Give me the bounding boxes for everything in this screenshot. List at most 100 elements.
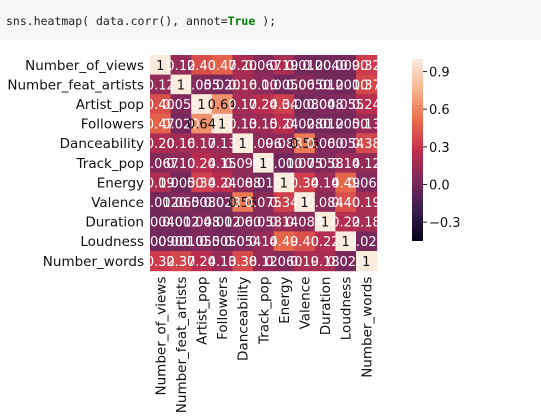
heatmap-cell bbox=[232, 211, 254, 232]
heatmap-cell bbox=[191, 192, 213, 213]
colorbar: 0.9 0.6 0.3 0.0 −0.3 bbox=[412, 59, 461, 241]
cell-annotation: 0.19 bbox=[352, 196, 381, 211]
cell-annotation: 0.40 bbox=[331, 196, 360, 211]
cell-annotation: 1 bbox=[300, 196, 308, 211]
heatmap-cell bbox=[294, 133, 316, 154]
cell-annotation: 0.0080 bbox=[179, 196, 225, 211]
heatmap-cell bbox=[232, 192, 254, 213]
cell-annotation: 0.20 bbox=[228, 59, 257, 74]
cell-annotation: 0.13 bbox=[208, 255, 237, 270]
cell-annotation: 0.012 bbox=[162, 216, 199, 231]
heatmap-cell bbox=[294, 211, 316, 232]
row-label: Number_words bbox=[43, 254, 144, 270]
code-suffix: ); bbox=[255, 14, 277, 28]
cell-annotation: 0.22 bbox=[311, 235, 340, 250]
heatmap-cell bbox=[232, 231, 254, 252]
cell-annotation: 0.0040 bbox=[138, 216, 184, 231]
cell-annotation: 0.49 bbox=[331, 176, 360, 191]
cell-annotation: 0.18 bbox=[352, 216, 381, 231]
cell-annotation: 0.15 bbox=[208, 157, 237, 172]
cell-annotation: 0.24 bbox=[208, 176, 237, 191]
cell-annotation: 0.47 bbox=[208, 59, 237, 74]
heatmap-cell bbox=[314, 251, 336, 272]
heatmap-cell bbox=[294, 74, 316, 95]
cell-annotation: 0.0080 bbox=[282, 98, 328, 113]
cell-annotation: 0.048 bbox=[306, 98, 343, 113]
heatmap-cell bbox=[253, 192, 275, 213]
code-line: sns.heatmap( data.corr(), annot=True ); bbox=[6, 14, 276, 28]
cell-annotation: 0.060 bbox=[348, 176, 385, 191]
cell-annotation: 1 bbox=[156, 59, 164, 74]
heatmap-cell bbox=[335, 192, 357, 213]
heatmap-cell bbox=[273, 133, 295, 154]
cell-annotation: 0.055 bbox=[327, 98, 364, 113]
heatmap-cell bbox=[150, 133, 172, 154]
cell-annotation: 0.0010 bbox=[158, 235, 204, 250]
cell-annotation: 0.38 bbox=[228, 255, 257, 270]
cell-annotation: 0.20 bbox=[146, 137, 175, 152]
heatmap-cell bbox=[356, 251, 378, 272]
code-cell[interactable]: sns.heatmap( data.corr(), annot=True ); bbox=[0, 0, 541, 41]
cell-annotation: 0.028 bbox=[203, 196, 240, 211]
cell-annotation: 1 bbox=[342, 235, 350, 250]
heatmap-cell bbox=[211, 211, 233, 232]
column-label: Number_feat_artists bbox=[174, 277, 190, 414]
cell-annotation: 0.084 bbox=[306, 196, 343, 211]
column-labels: Number_of_views Number_feat_artists Artist… bbox=[153, 277, 375, 414]
row-label: Loudness bbox=[80, 234, 144, 250]
row-label: Followers bbox=[81, 117, 144, 133]
heatmap-cell bbox=[253, 133, 275, 154]
row-label: Track_pop bbox=[76, 156, 144, 172]
heatmap-cell bbox=[273, 94, 295, 115]
heatmap-cell bbox=[211, 55, 233, 76]
cell-annotation: 0.0010 bbox=[323, 78, 369, 93]
cell-annotation: 0.060 bbox=[265, 255, 302, 270]
heatmap-cell bbox=[253, 211, 275, 232]
cell-annotation: 0.64 bbox=[187, 118, 216, 133]
cell-annotation: 0.22 bbox=[331, 216, 360, 231]
heatmap-cell bbox=[232, 94, 254, 115]
heatmap-cell bbox=[356, 113, 378, 134]
heatmap-cell bbox=[356, 192, 378, 213]
heatmap-cell bbox=[232, 133, 254, 154]
heatmap-cell bbox=[314, 133, 336, 154]
heatmap-cell bbox=[191, 172, 213, 193]
heatmap-cell bbox=[294, 153, 316, 174]
cell-annotation: 0.13 bbox=[208, 137, 237, 152]
cell-annotation: 0.075 bbox=[245, 196, 282, 211]
column-label: Number_of_views bbox=[153, 277, 169, 396]
cell-annotation: 1 bbox=[177, 78, 185, 93]
heatmap-cell bbox=[191, 133, 213, 154]
row-label: Danceability bbox=[60, 136, 144, 152]
heatmap-cell bbox=[253, 55, 275, 76]
heatmap-cell bbox=[335, 55, 357, 76]
heatmap-cell bbox=[356, 211, 378, 232]
cell-annotation: 0.020 bbox=[162, 118, 199, 133]
cell-annotation: 0.47 bbox=[146, 118, 175, 133]
heatmap-cell bbox=[170, 94, 192, 115]
cell-annotation: 0.010 bbox=[245, 176, 282, 191]
heatmap-cell bbox=[150, 211, 172, 232]
cell-annotation: 0.19 bbox=[146, 176, 175, 191]
heatmap-cell bbox=[273, 153, 295, 174]
cell-annotation: 0.64 bbox=[208, 98, 237, 113]
heatmap-cell bbox=[253, 74, 275, 95]
cell-annotation: 0.56 bbox=[290, 137, 319, 152]
heatmap-cell bbox=[191, 74, 213, 95]
colorbar-tick-label: 0.6 bbox=[429, 103, 450, 118]
heatmap-cell bbox=[232, 113, 254, 134]
code-prefix: sns.heatmap( data.corr(), annot= bbox=[6, 14, 228, 28]
cell-annotation: 0.012 bbox=[203, 216, 240, 231]
heatmap-cell bbox=[253, 231, 275, 252]
heatmap-cell bbox=[150, 94, 172, 115]
cell-annotation: 0.10 bbox=[166, 157, 195, 172]
heatmap-cell bbox=[150, 113, 172, 134]
heatmap-cell bbox=[335, 153, 357, 174]
heatmap-cell bbox=[273, 55, 295, 76]
cell-annotation: 1 bbox=[218, 118, 226, 133]
cell-annotation: 0.096 bbox=[224, 157, 261, 172]
cell-annotation: 0.19 bbox=[290, 255, 319, 270]
heatmap-cell bbox=[170, 133, 192, 154]
cell-annotation: 0.012 bbox=[142, 196, 179, 211]
heatmap-cell bbox=[232, 74, 254, 95]
